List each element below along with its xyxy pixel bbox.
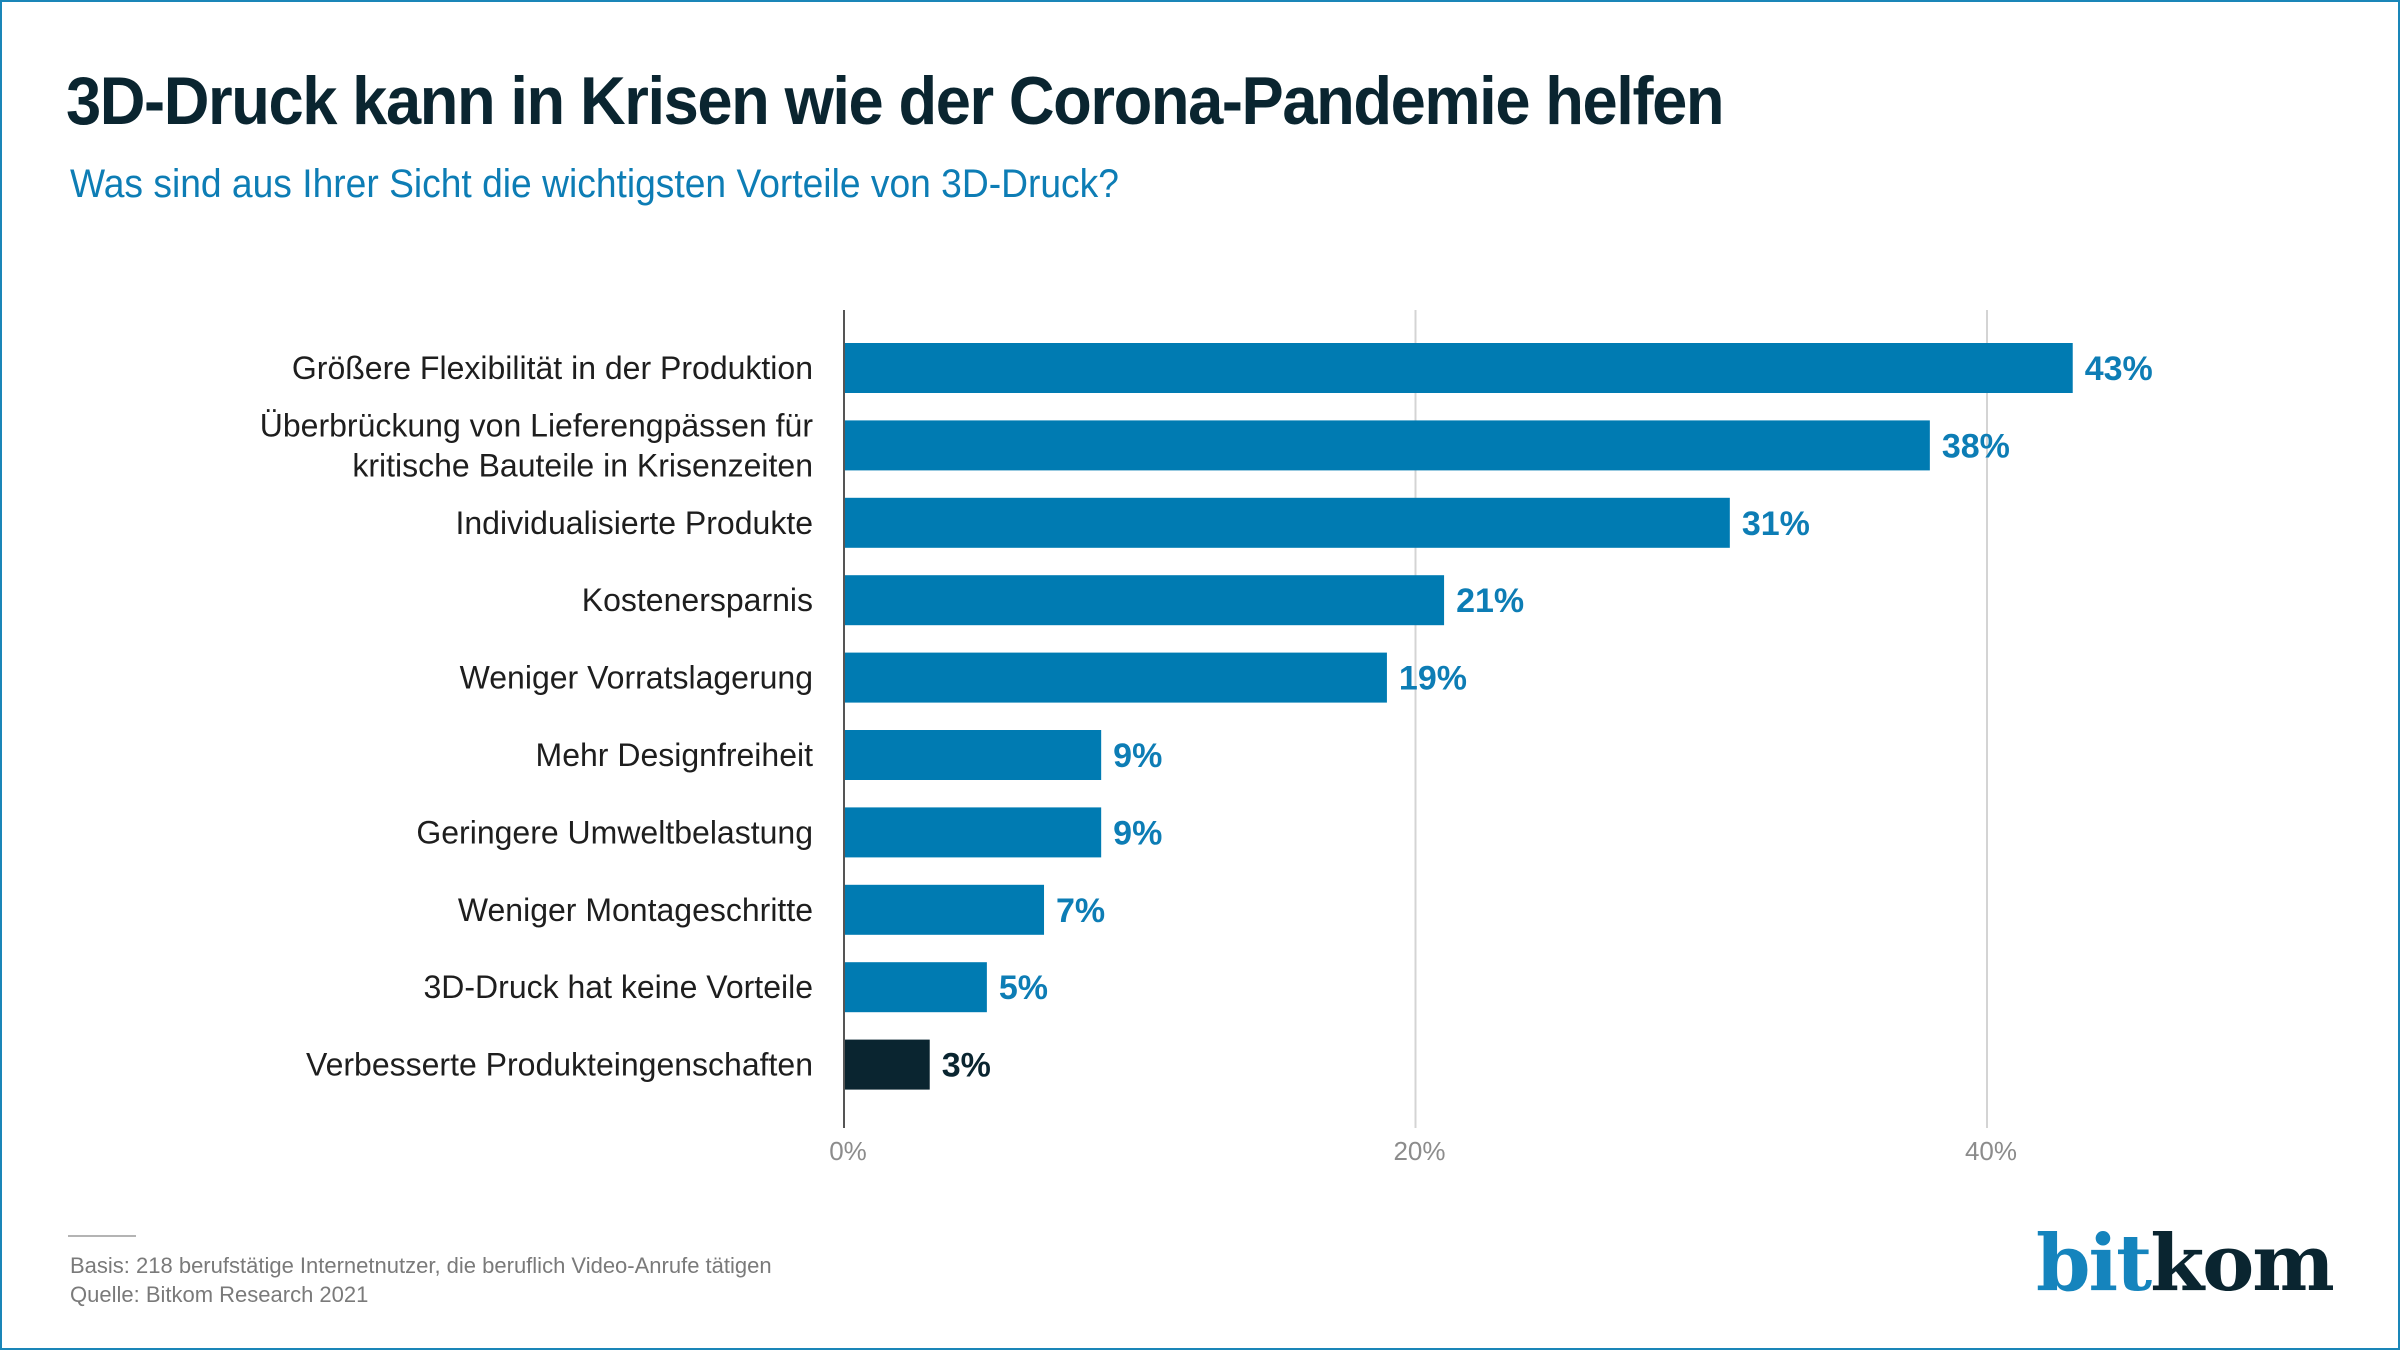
bar (844, 652, 1387, 703)
value-label: 5% (999, 969, 1048, 1007)
category-label: Überbrückung von Lieferengpässen für (260, 407, 814, 443)
bar (844, 730, 1102, 780)
value-label: 3% (942, 1047, 991, 1085)
bar (844, 807, 1102, 858)
category-label: Weniger Montageschritte (458, 892, 813, 928)
value-label: 43% (2085, 350, 2153, 388)
bar (844, 1039, 930, 1090)
category-label: Individualisierte Produkte (455, 505, 813, 541)
value-label: 31% (1742, 505, 1810, 543)
footer-basis: Basis: 218 berufstätige Internetnutzer, … (70, 1253, 772, 1278)
chart-subtitle: Was sind aus Ihrer Sicht die wichtigsten… (70, 162, 1119, 206)
bar (844, 884, 1045, 935)
bar (844, 420, 1930, 471)
value-label: 9% (1113, 814, 1162, 852)
value-label: 19% (1399, 660, 1467, 698)
footer-source: Quelle: Bitkom Research 2021 (70, 1282, 369, 1307)
x-tick-label: 40% (1965, 1136, 2017, 1166)
category-label: Verbesserte Produkteingenschaften (306, 1047, 813, 1083)
bitkom-logo: bitkom (2036, 1218, 2335, 1309)
category-label: Mehr Designfreiheit (536, 737, 814, 773)
bar (844, 343, 2073, 393)
value-label: 21% (1456, 582, 1524, 620)
logo-part-kom: kom (2150, 1218, 2335, 1309)
footer-divider (68, 1235, 136, 1237)
logo-part-bit: bit (2036, 1218, 2152, 1309)
category-label: Größere Flexibilität in der Produktion (292, 350, 813, 386)
chart-title: 3D-Druck kann in Krisen wie der Corona-P… (66, 63, 1725, 139)
category-label: Kostenersparnis (582, 582, 813, 618)
category-label: 3D-Druck hat keine Vorteile (423, 969, 813, 1005)
x-tick-label: 20% (1393, 1136, 1445, 1166)
x-tick-label: 0% (829, 1136, 867, 1166)
value-label: 9% (1113, 737, 1162, 775)
category-label: kritische Bauteile in Krisenzeiten (352, 447, 813, 483)
value-label: 7% (1056, 892, 1105, 930)
value-label: 38% (1942, 427, 2010, 465)
bar (844, 962, 987, 1013)
category-label: Weniger Vorratslagerung (460, 660, 813, 696)
bar (844, 575, 1445, 626)
bar (844, 497, 1730, 548)
category-label: Geringere Umweltbelastung (416, 814, 813, 850)
